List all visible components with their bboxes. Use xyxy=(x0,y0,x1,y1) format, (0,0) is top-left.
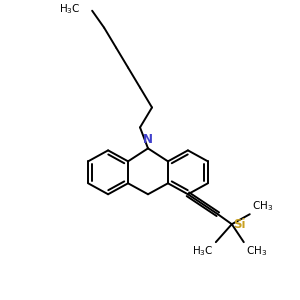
Text: CH$_3$: CH$_3$ xyxy=(246,244,267,258)
Text: CH$_3$: CH$_3$ xyxy=(252,200,273,213)
Text: H$_3$C: H$_3$C xyxy=(192,244,214,258)
Text: Si: Si xyxy=(233,218,245,231)
Text: H$_3$C: H$_3$C xyxy=(58,2,80,16)
Text: N: N xyxy=(143,134,153,146)
